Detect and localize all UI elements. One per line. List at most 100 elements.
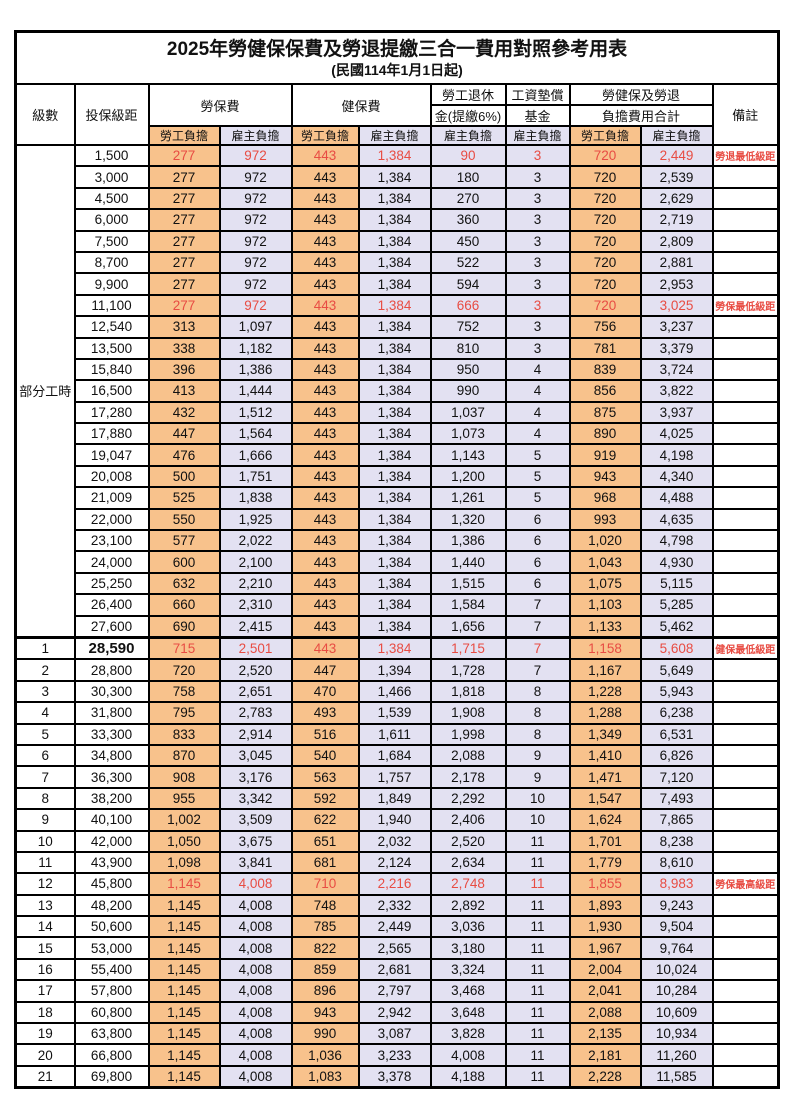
cell-remark <box>711 443 780 467</box>
cell-bracket: 69,800 <box>73 1064 150 1089</box>
cell-value: 7 <box>504 635 571 661</box>
cell-value: 1,143 <box>429 443 507 467</box>
cell-bracket: 4,500 <box>73 186 150 211</box>
cell-value: 11 <box>504 979 571 1003</box>
cell-value: 4,008 <box>218 915 293 939</box>
cell-value: 3,822 <box>639 379 714 403</box>
cell-value: 443 <box>290 315 360 339</box>
table-row: 13,500 338 1,182 443 1,384 810 3 781 3,379 <box>16 336 780 360</box>
cell-value: 1,037 <box>429 400 507 425</box>
cell-value: 470 <box>290 679 360 704</box>
cell-bracket: 9,900 <box>73 272 150 296</box>
cell-value: 1,757 <box>357 765 432 789</box>
cell-value: 443 <box>290 635 360 661</box>
cell-remark <box>711 701 780 725</box>
cell-value: 632 <box>147 571 221 596</box>
cell-value: 1,967 <box>568 936 642 960</box>
cell-value: 2,634 <box>429 850 507 875</box>
cell-value: 3,675 <box>218 829 293 853</box>
cell-value: 4,340 <box>639 464 714 489</box>
cell-value: 500 <box>147 464 221 489</box>
cell-bracket: 60,800 <box>73 1000 150 1025</box>
cell-value: 2,565 <box>357 936 432 960</box>
cell-value: 1,384 <box>357 208 432 232</box>
cell-value: 950 <box>429 357 507 382</box>
cell-value: 1,200 <box>429 464 507 489</box>
cell-value: 3 <box>504 208 571 232</box>
cell-remark <box>711 893 780 918</box>
cell-value: 443 <box>290 422 360 446</box>
cell-level: 15 <box>14 936 76 960</box>
cell-value: 681 <box>290 850 360 875</box>
cell-value: 447 <box>290 658 360 682</box>
cell-value: 1,145 <box>147 979 221 1003</box>
cell-value: 1,624 <box>568 808 642 832</box>
cell-value: 443 <box>290 208 360 232</box>
cell-value: 7,865 <box>639 808 714 832</box>
cell-value: 4,635 <box>639 507 714 532</box>
cell-value: 1,020 <box>568 529 642 553</box>
cell-value: 1,384 <box>357 614 432 639</box>
cell-value: 1,384 <box>357 143 432 168</box>
cell-remark <box>711 614 780 639</box>
cell-value: 1,701 <box>568 829 642 853</box>
cell-value: 11 <box>504 1021 571 1046</box>
cell-remark <box>711 357 780 382</box>
cell-value: 4,008 <box>218 1043 293 1067</box>
cell-remark: 健保最低級距 <box>711 635 780 661</box>
cell-bracket: 23,100 <box>73 529 150 553</box>
cell-value: 2,406 <box>429 808 507 832</box>
cell-value: 3,937 <box>639 400 714 425</box>
cell-value: 3,176 <box>218 765 293 789</box>
cell-value: 1,098 <box>147 850 221 875</box>
cell-value: 710 <box>290 872 360 896</box>
table-row: 2 28,800 720 2,520 447 1,394 1,728 7 1,167 5,649 <box>14 658 780 682</box>
cell-value: 3,087 <box>357 1021 432 1046</box>
cell-bracket: 66,800 <box>73 1043 150 1067</box>
cell-value: 1,043 <box>568 550 642 574</box>
cell-bracket: 15,840 <box>73 357 150 382</box>
cell-remark <box>711 422 780 446</box>
cell-value: 7,120 <box>639 765 714 789</box>
cell-value: 450 <box>429 229 507 253</box>
table-row: 25,250 632 2,210 443 1,384 1,515 6 1,075 5,115 <box>16 571 780 596</box>
cell-level: 2 <box>14 658 76 682</box>
cell-value: 1,002 <box>147 808 221 832</box>
cell-value: 1,751 <box>218 464 293 489</box>
cell-value: 1,145 <box>147 893 221 918</box>
cell-value: 943 <box>568 464 642 489</box>
table-row: 14 50,600 1,145 4,008 785 2,449 3,036 11 1,930 9,… <box>14 915 780 939</box>
subheader-health-employee: 勞工負擔 <box>290 125 360 146</box>
cell-value: 6 <box>504 571 571 596</box>
cell-value: 1,384 <box>357 379 432 403</box>
cell-value: 8,238 <box>639 829 714 853</box>
cell-value: 443 <box>290 379 360 403</box>
cell-value: 577 <box>147 529 221 553</box>
cell-remark <box>711 658 780 682</box>
cell-level: 18 <box>14 1000 76 1025</box>
cell-value: 1,855 <box>568 872 642 896</box>
cell-value: 720 <box>568 293 642 318</box>
cell-value: 1,564 <box>218 422 293 446</box>
cell-value: 10,024 <box>639 957 714 982</box>
cell-value: 443 <box>290 529 360 553</box>
cell-value: 3 <box>504 315 571 339</box>
cell-level: 9 <box>14 808 76 832</box>
cell-remark <box>711 679 780 704</box>
cell-value: 9 <box>504 743 571 768</box>
cell-value: 1,158 <box>568 635 642 661</box>
page-title: 2025年勞健保保費及勞退提繳三合一費用對照參考用表 <box>166 38 628 60</box>
cell-remark <box>711 464 780 489</box>
cell-value: 277 <box>147 250 221 275</box>
cell-value: 3,342 <box>218 786 293 811</box>
cell-remark <box>711 165 780 189</box>
cell-value: 1,228 <box>568 679 642 704</box>
cell-value: 2,719 <box>639 208 714 232</box>
cell-value: 1,384 <box>357 550 432 574</box>
cell-value: 1,666 <box>218 443 293 467</box>
cell-level: 10 <box>14 829 76 853</box>
cell-value: 972 <box>218 165 293 189</box>
subheader-labor-employee: 勞工負擔 <box>147 125 221 146</box>
cell-value: 990 <box>290 1021 360 1046</box>
table-row: 10 42,000 1,050 3,675 651 2,032 2,520 11 1,701 8,… <box>14 829 780 853</box>
